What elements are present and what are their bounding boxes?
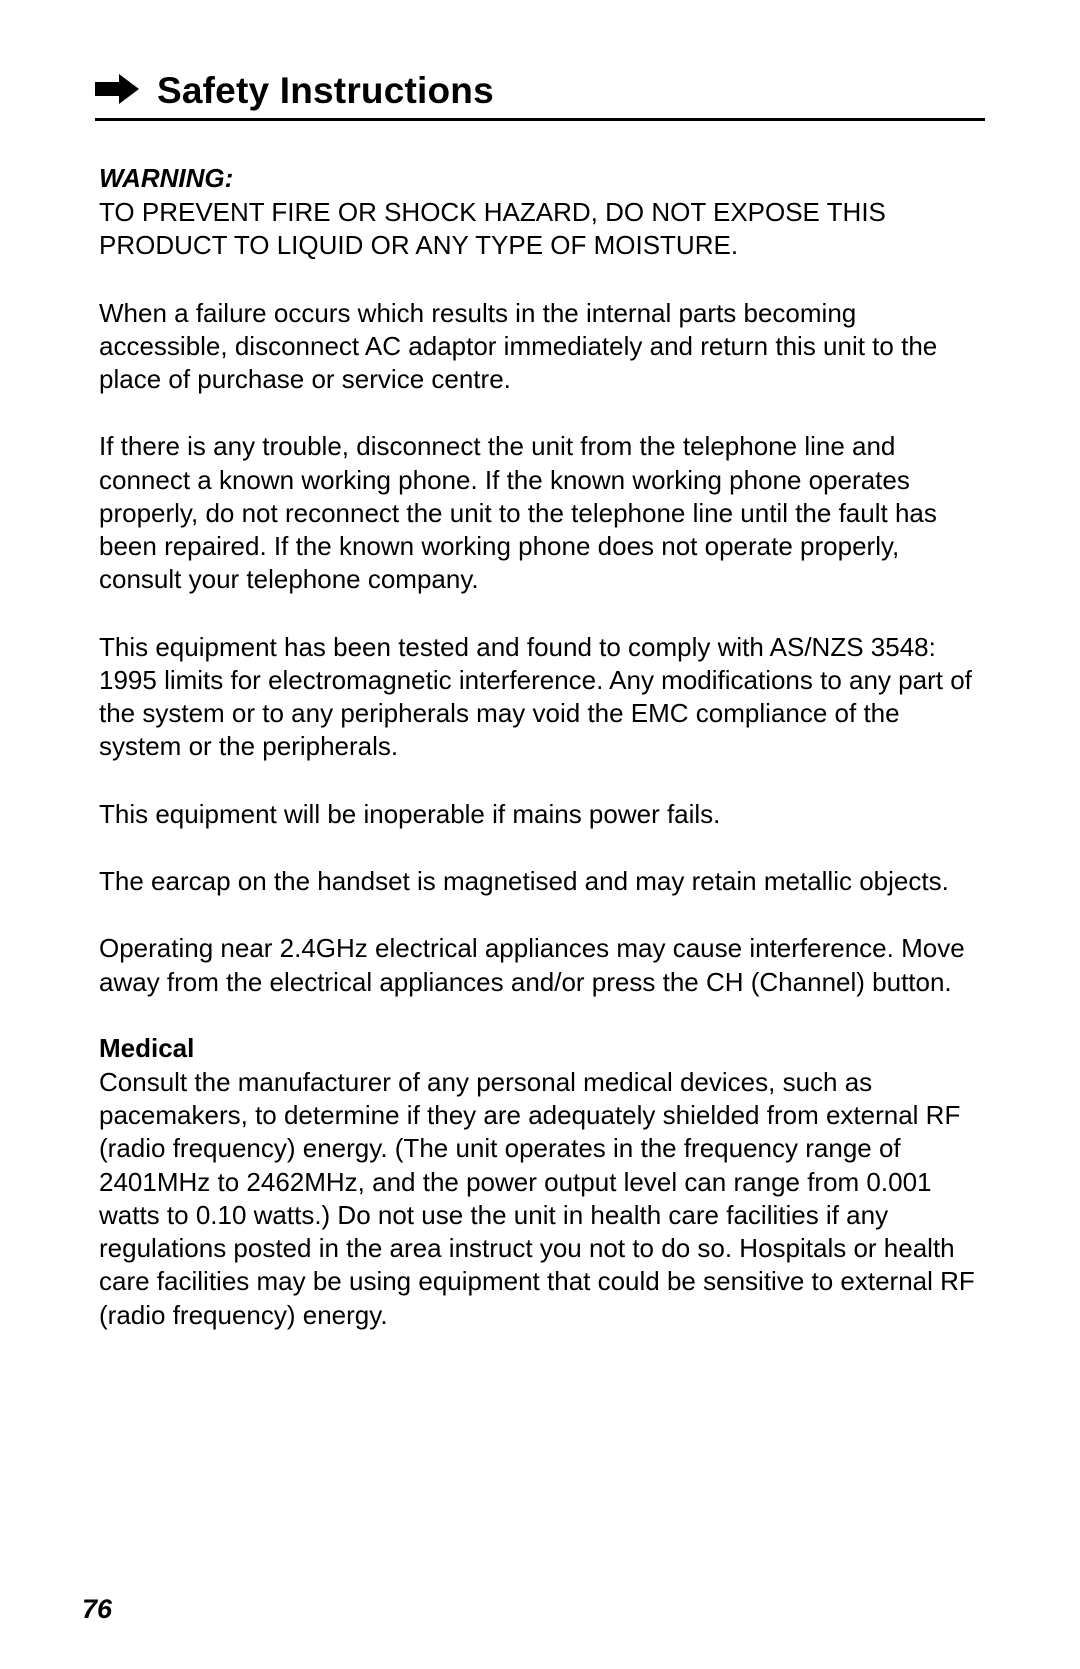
page-title: Safety Instructions [157,70,494,112]
page-number: 76 [82,1594,112,1625]
content-body: WARNING: TO PREVENT FIRE OR SHOCK HAZARD… [95,163,985,1332]
warning-text: TO PREVENT FIRE OR SHOCK HAZARD, DO NOT … [99,196,985,263]
paragraph-compliance: This equipment has been tested and found… [99,631,985,764]
arrow-right-icon [95,74,139,109]
header-rule [95,118,985,121]
document-page: Safety Instructions WARNING: TO PREVENT … [0,0,1080,1406]
paragraph-failure: When a failure occurs which results in t… [99,297,985,397]
paragraph-earcap: The earcap on the handset is magnetised … [99,865,985,898]
warning-label: WARNING: [99,163,985,194]
paragraph-interference: Operating near 2.4GHz electrical applian… [99,932,985,999]
medical-label: Medical [99,1033,985,1064]
medical-text: Consult the manufacturer of any personal… [99,1066,985,1332]
paragraph-mains: This equipment will be inoperable if mai… [99,798,985,831]
header-row: Safety Instructions [95,70,985,112]
paragraph-trouble: If there is any trouble, disconnect the … [99,430,985,596]
